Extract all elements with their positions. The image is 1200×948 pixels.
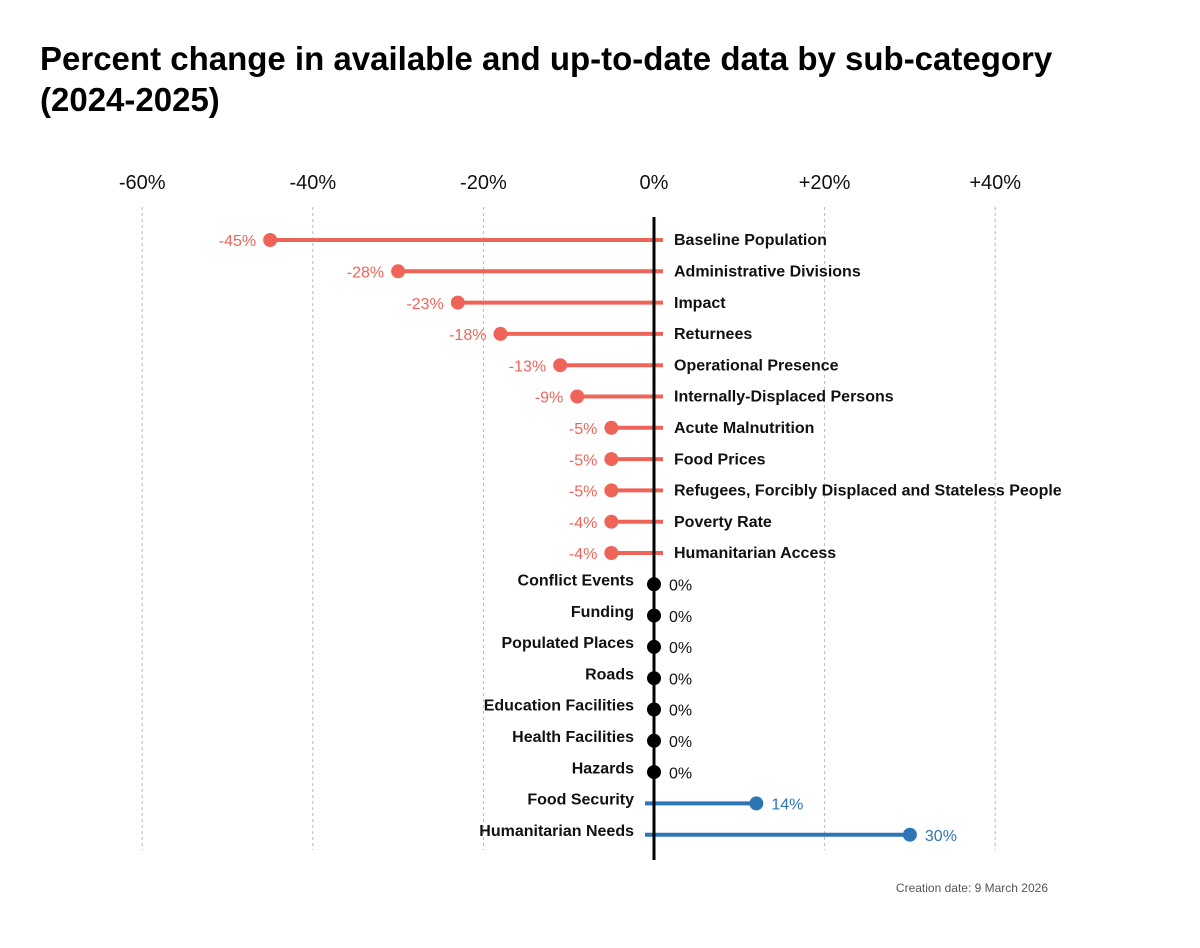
category-label: Returnees — [674, 326, 752, 343]
category-label: Humanitarian Needs — [479, 823, 634, 840]
x-tick-label: 0% — [640, 172, 669, 194]
data-label: -4% — [569, 546, 597, 563]
category-label: Health Facilities — [512, 729, 634, 746]
category-label: Administrative Divisions — [674, 264, 861, 281]
data-label: 0% — [669, 765, 692, 782]
data-label: 14% — [771, 797, 803, 814]
x-tick-label: +40% — [969, 172, 1021, 194]
lollipop-dot — [647, 577, 661, 592]
lollipop-dots — [263, 233, 917, 842]
lollipop-dot — [553, 358, 568, 373]
category-label: Food Security — [527, 792, 634, 809]
data-label: -5% — [569, 484, 597, 501]
lollipop-dot — [493, 326, 508, 341]
lollipop-dot — [450, 295, 465, 310]
gridlines — [141, 207, 996, 850]
data-label: 0% — [669, 578, 692, 595]
lollipop-dot — [647, 639, 661, 654]
category-label: Food Prices — [674, 451, 766, 468]
lollipop-dot — [604, 452, 619, 467]
category-label: Poverty Rate — [674, 514, 772, 531]
lollipop-dot — [604, 546, 619, 560]
data-label: 0% — [669, 734, 692, 751]
x-axis-ticks: -60% -40% -20% 0% +20% +40% — [119, 172, 1021, 194]
data-label: -9% — [535, 390, 563, 407]
category-label: Humanitarian Access — [674, 545, 836, 562]
chart-title: Percent change in available and up-to-da… — [40, 40, 1053, 118]
lollipop-dot — [604, 420, 619, 435]
lollipop-dot — [604, 483, 619, 498]
category-label: Hazards — [572, 760, 634, 777]
data-label: -13% — [509, 358, 546, 375]
lollipop-dot — [604, 514, 619, 529]
category-label: Funding — [571, 604, 634, 621]
lollipop-dot — [647, 608, 661, 623]
lollipop-dot — [902, 827, 917, 842]
data-label: -23% — [406, 296, 443, 313]
data-label: 0% — [669, 703, 692, 720]
lollipop-dot — [749, 796, 764, 811]
data-label: 0% — [669, 640, 692, 657]
lollipop-dot — [647, 671, 661, 686]
data-label: -4% — [569, 515, 597, 532]
lollipop-dot — [570, 389, 585, 404]
data-label: 0% — [669, 671, 692, 688]
data-label: -5% — [569, 452, 597, 469]
data-label: 30% — [925, 828, 957, 845]
lollipop-dot — [263, 233, 278, 247]
category-label: Baseline Population — [674, 232, 827, 249]
data-label: -5% — [569, 421, 597, 438]
x-tick-label: -40% — [289, 172, 336, 194]
x-tick-label: -60% — [119, 172, 166, 194]
x-tick-label: -20% — [460, 172, 507, 194]
x-tick-label: +20% — [799, 172, 851, 194]
category-label: Operational Presence — [674, 357, 839, 374]
category-label: Populated Places — [502, 635, 635, 652]
category-label: Refugees, Forcibly Displaced and Statele… — [674, 483, 1062, 500]
lollipop-dot — [647, 733, 661, 748]
creation-date: Creation date: 9 March 2026 — [895, 881, 1048, 895]
lollipop-dot — [647, 702, 661, 717]
data-label: 0% — [669, 609, 692, 626]
category-label: Internally-Displaced Persons — [674, 389, 894, 406]
category-label: Impact — [674, 295, 726, 312]
data-label: -28% — [347, 265, 384, 282]
category-labels: Baseline Population Administrative Divisi… — [479, 232, 1062, 840]
category-label: Roads — [585, 666, 634, 683]
lollipop-dot — [391, 264, 406, 279]
lollipop-dot — [647, 765, 661, 780]
category-label: Education Facilities — [484, 698, 634, 715]
category-label: Acute Malnutrition — [674, 420, 814, 437]
category-label: Conflict Events — [518, 573, 635, 590]
data-label: -18% — [449, 327, 486, 344]
data-labels: -45% -28% -23% -18% -13% -9% -5% -5% -5% -4% -4% 0%… — [219, 233, 957, 845]
data-label: -45% — [219, 233, 256, 250]
